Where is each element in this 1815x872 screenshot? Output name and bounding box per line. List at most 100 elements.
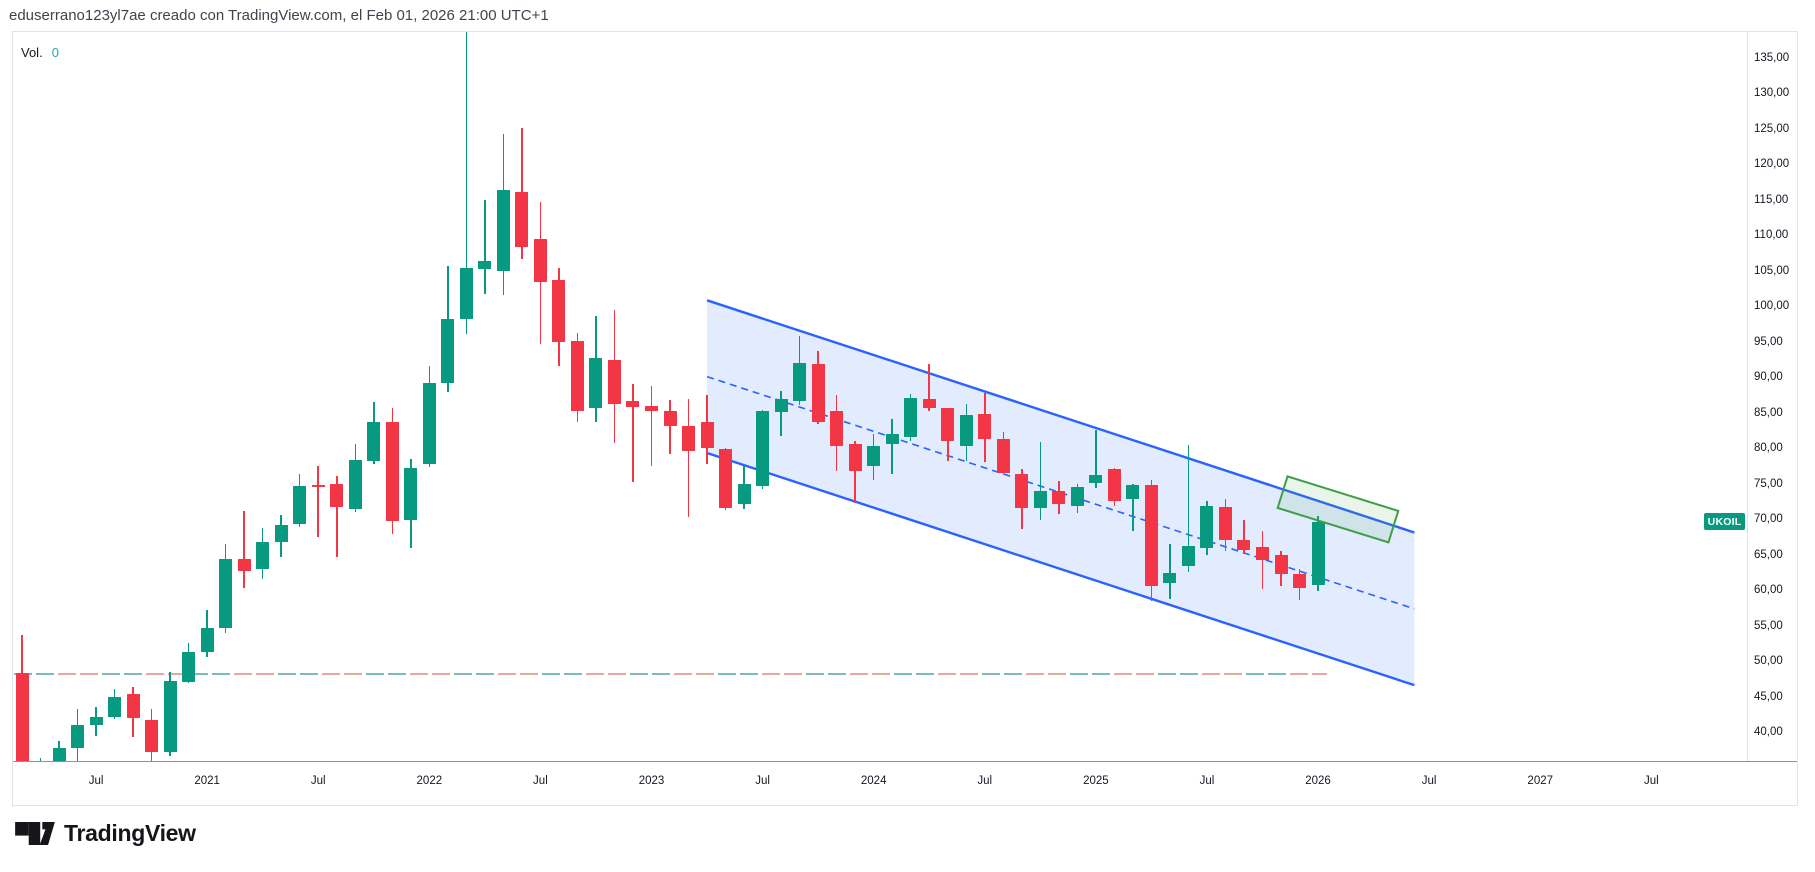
- candle-body-2022-01: [422, 382, 436, 465]
- candle-body-2024-02: [885, 433, 899, 444]
- candle-body-2024-04: [922, 399, 936, 409]
- candle-body-2020-10: [145, 719, 159, 752]
- price-tick-120: 120,00: [1754, 158, 1790, 170]
- candle-body-2025-04: [1144, 484, 1158, 587]
- candle-body-2025-07: [1200, 505, 1214, 549]
- tradingview-logo[interactable]: TradingView: [15, 820, 196, 847]
- candle-body-2024-09: [1015, 473, 1029, 508]
- candle-body-2020-12: [182, 651, 196, 682]
- time-axis[interactable]: Jul 2021 Jul 2022 Jul 2023 Jul 2024 Jul 2025 Jul 20…: [13, 761, 1797, 806]
- candle-body-2026-01: [1311, 521, 1325, 586]
- candle-body-2020-06: [71, 724, 85, 748]
- time-tick-Jul-16: Jul: [310, 775, 326, 787]
- candle-body-2022-05: [496, 190, 510, 272]
- candle-wick-2024-10: [1039, 442, 1042, 520]
- candle-body-2025-01: [1089, 474, 1103, 484]
- time-tick-Jul-76: Jul: [1421, 775, 1437, 787]
- time-tick-2024-46: 2024: [860, 775, 887, 787]
- candle-body-2023-03: [682, 425, 696, 451]
- candle-wick-2021-03: [243, 511, 245, 588]
- candle-wick-2025-05: [1169, 543, 1171, 600]
- volume-indicator-label: Vol.: [21, 45, 43, 60]
- candle-body-2023-01: [645, 406, 658, 412]
- time-tick-Jul-28: Jul: [533, 775, 548, 787]
- candle-body-2023-04: [700, 422, 714, 448]
- volume-indicator-value: 0: [51, 45, 59, 60]
- time-tick-2027-82: 2027: [1527, 775, 1554, 787]
- price-tick-75: 75,00: [1754, 477, 1783, 490]
- candle-body-2022-10: [589, 357, 603, 409]
- symbol-price-badge[interactable]: UKOIL: [1704, 513, 1745, 531]
- candle-body-2021-04: [256, 542, 270, 570]
- price-axis[interactable]: 135,00 130,00 125,00 120,00 115,00 110,00 105,…: [1748, 32, 1798, 761]
- price-tick-125: 125,00: [1754, 122, 1790, 135]
- candle-body-2021-09: [348, 460, 362, 510]
- candle-body-2025-12: [1293, 573, 1307, 588]
- candle-body-2025-06: [1181, 545, 1195, 566]
- price-tick-65: 65,00: [1754, 548, 1783, 561]
- candle-body-2025-11: [1274, 555, 1288, 575]
- candle-body-2024-03: [904, 398, 918, 437]
- candle-wick-2024-04: [928, 364, 930, 412]
- candle-wick-2020-04: [39, 757, 42, 761]
- candle-body-2025-02: [1107, 469, 1121, 502]
- price-tick-105: 105,00: [1754, 264, 1790, 277]
- time-tick-Jul-88: Jul: [1643, 775, 1659, 787]
- candle-body-2025-09: [1237, 539, 1251, 550]
- candle-body-2021-02: [219, 558, 233, 629]
- price-tick-45: 45,00: [1754, 690, 1783, 703]
- candle-body-2024-05: [941, 408, 955, 441]
- price-tick-80: 80,00: [1754, 442, 1783, 454]
- price-tick-90: 90,00: [1754, 371, 1783, 383]
- candle-body-2023-12: [848, 443, 862, 471]
- volume-indicator-legend[interactable]: Vol. 0: [21, 45, 59, 60]
- candle-body-2021-06: [293, 485, 307, 524]
- candle-body-2020-08: [108, 696, 122, 718]
- candle-body-2022-07: [533, 239, 547, 282]
- tradingview-logo-text: TradingView: [64, 820, 196, 846]
- time-tick-2022-22: 2022: [416, 775, 443, 787]
- horizontal-dashed-price-level: [14, 672, 1328, 675]
- price-tick-100: 100,00: [1754, 300, 1790, 312]
- candle-body-2025-03: [1126, 484, 1140, 500]
- candle-wick-2023-01: [650, 386, 653, 466]
- price-tick-55: 55,00: [1754, 619, 1783, 632]
- time-tick-2026-70: 2026: [1305, 775, 1331, 787]
- candle-body-2024-07: [978, 413, 992, 440]
- candle-body-2020-07: [89, 717, 103, 725]
- candle-body-2022-12: [626, 401, 640, 407]
- candles-layer: [13, 32, 1747, 761]
- candle-wick-2024-02: [891, 418, 893, 474]
- candle-body-2023-10: [811, 363, 825, 423]
- price-tick-60: 60,00: [1754, 584, 1783, 596]
- candle-wick-2022-12: [632, 384, 634, 483]
- candle-body-2021-08: [330, 483, 344, 507]
- candle-body-2021-12: [404, 467, 418, 520]
- chart-frame: Vol. 0 UKOIL 135,00 130,00 125,00 120,00 115…: [12, 31, 1798, 806]
- time-tick-2023-34: 2023: [638, 775, 665, 787]
- candle-body-2024-12: [1070, 487, 1084, 506]
- candle-body-2024-10: [1033, 490, 1047, 508]
- price-tick-130: 130,00: [1754, 87, 1790, 99]
- candle-wick-2025-09: [1243, 519, 1245, 555]
- candle-body-2024-08: [996, 439, 1010, 473]
- candle-body-2023-02: [663, 411, 677, 426]
- channel-bottom-line[interactable]: [706, 451, 1415, 687]
- chart-plot-area[interactable]: Vol. 0 UKOIL: [13, 32, 1748, 761]
- price-tick-110: 110,00: [1754, 229, 1789, 241]
- candle-wick-2025-03: [1132, 483, 1134, 532]
- candle-body-2021-03: [237, 558, 251, 571]
- candle-body-2024-06: [959, 415, 973, 446]
- candle-body-2022-03: [459, 267, 473, 319]
- time-tick-Jul-52: Jul: [977, 775, 993, 787]
- candle-wick-2025-06: [1187, 445, 1190, 573]
- candle-body-2022-09: [570, 340, 584, 412]
- price-tick-95: 95,00: [1754, 335, 1783, 348]
- candle-body-2025-05: [1163, 572, 1177, 583]
- channel-top-line[interactable]: [706, 299, 1415, 534]
- candle-wick-2021-07: [317, 465, 319, 538]
- candle-body-2024-01: [867, 445, 881, 466]
- snapshot-attribution-title: eduserrano123yl7ae creado con TradingVie…: [9, 7, 549, 24]
- candle-body-2025-10: [1256, 546, 1269, 561]
- candle-body-2022-11: [607, 359, 621, 404]
